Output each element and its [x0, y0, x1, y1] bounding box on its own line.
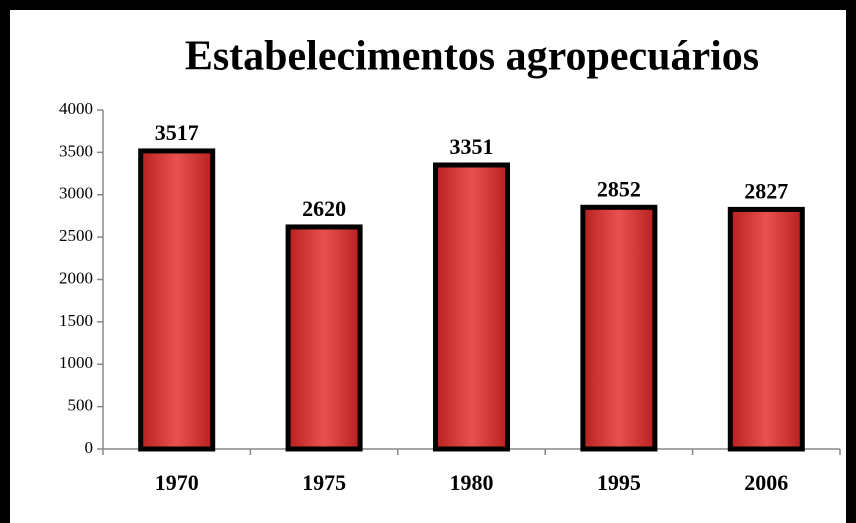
y-tick-label: 1500 — [59, 311, 93, 330]
bar — [138, 148, 216, 452]
chart-title: Estabelecimentos agropecuários — [185, 34, 759, 80]
x-tick-label: 2006 — [744, 470, 788, 495]
value-label: 3351 — [450, 134, 494, 159]
bar — [580, 204, 658, 452]
y-tick-label: 2500 — [59, 226, 93, 245]
y-tick-label: 3000 — [59, 184, 93, 203]
value-label: 2852 — [597, 176, 641, 201]
bar — [727, 206, 805, 452]
bar — [433, 162, 510, 452]
x-tick-label: 1980 — [450, 470, 494, 495]
y-tick-label: 2000 — [59, 268, 93, 287]
x-tick-label: 1995 — [597, 470, 641, 495]
x-tick-label: 1975 — [302, 470, 346, 495]
value-label: 2620 — [302, 196, 346, 221]
y-tick-label: 1000 — [59, 353, 93, 372]
y-tick-label: 500 — [68, 396, 94, 415]
value-label: 2827 — [744, 178, 788, 203]
x-tick-label: 1970 — [155, 470, 199, 495]
value-label: 3517 — [155, 120, 199, 145]
y-tick-label: 3500 — [59, 141, 93, 160]
y-tick-label: 0 — [85, 438, 94, 457]
y-tick-label: 4000 — [59, 99, 93, 118]
bar — [285, 224, 363, 452]
